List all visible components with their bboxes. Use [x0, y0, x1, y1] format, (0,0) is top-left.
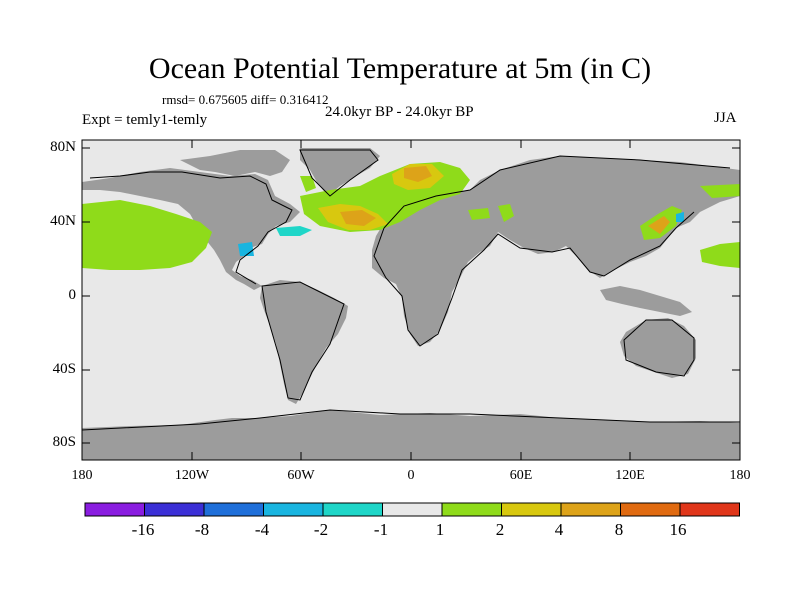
colorbar-swatch-1: [144, 502, 205, 517]
colorbar-swatch-0: [84, 502, 145, 517]
land-arctic-canada: [180, 150, 290, 176]
anomaly-gulf-cyan: [238, 242, 254, 256]
colorbar-swatch-3: [263, 502, 324, 517]
land-indonesia: [600, 286, 692, 316]
anomaly-north-atlantic-orange: [340, 210, 376, 226]
colorbar-label-2: -4: [254, 520, 270, 539]
colorbar-label-5: 1: [435, 520, 445, 539]
colorbar-label-1: -8: [194, 520, 210, 539]
colorbar-label-8: 8: [614, 520, 624, 539]
x-label-60e: 60E: [509, 468, 533, 483]
colorbar-label-3: -2: [313, 520, 329, 539]
y-label-80n: 80N: [50, 139, 76, 155]
anomaly-norwegian-sea-orange: [404, 166, 432, 182]
y-label-40n: 40N: [50, 213, 76, 229]
colorbar-swatch-7: [501, 502, 562, 517]
x-label-120e: 120E: [615, 468, 645, 483]
colorbar: [84, 502, 740, 517]
anomaly-east-pacific-green: [700, 242, 740, 268]
land-antarctica: [82, 410, 740, 460]
colorbar-swatch-10: [679, 502, 740, 517]
anomaly-baffin-green: [300, 176, 316, 192]
colorbar-label-6: 2: [495, 520, 505, 539]
x-label-180w: 180: [71, 468, 93, 483]
anomaly-black-sea-green: [468, 208, 490, 220]
colorbar-swatch-4: [322, 502, 383, 517]
land-south-america: [260, 280, 348, 404]
x-label-60w: 60W: [287, 468, 315, 483]
x-label-0: 0: [407, 468, 415, 483]
anomaly-north-pacific-green: [82, 200, 212, 270]
colorbar-label-9: 16: [669, 520, 687, 539]
land-greenland: [300, 148, 380, 196]
anomaly-east-coast-cyan: [276, 226, 312, 236]
colorbar-swatch-6: [441, 502, 502, 517]
colorbar-swatch-8: [560, 502, 621, 517]
colorbar-label-7: 4: [554, 520, 564, 539]
y-label-40s: 40S: [52, 361, 76, 377]
y-label-80s: 80S: [52, 434, 76, 450]
colorbar-swatch-5: [382, 502, 443, 517]
x-label-180e: 180: [729, 468, 751, 483]
anomaly-japan-cyan: [676, 212, 684, 222]
axis-ticks: [82, 140, 740, 460]
experiment-label: Expt = temly1-temly: [82, 112, 208, 128]
colorbar-label-0: -16: [131, 520, 155, 539]
colorbar-swatch-9: [620, 502, 681, 517]
colorbar-label-4: -1: [373, 520, 389, 539]
period-label: 24.0kyr BP - 24.0kyr BP: [325, 104, 474, 120]
land-north-america: [82, 168, 300, 290]
anomaly-caspian-green: [498, 204, 514, 222]
season-label: JJA: [714, 110, 737, 126]
colorbar-swatch-2: [203, 502, 264, 517]
y-label-0: 0: [68, 287, 77, 303]
stats-text: rmsd= 0.675605 diff= 0.316412: [162, 92, 329, 107]
land-australia: [620, 318, 696, 378]
anomaly-japan-orange: [648, 216, 670, 234]
anomaly-east-siberia-green: [700, 184, 740, 198]
coastlines: [81, 149, 740, 431]
plot-title: Ocean Potential Temperature at 5m (in C): [148, 52, 652, 85]
x-label-120w: 120W: [174, 468, 210, 483]
